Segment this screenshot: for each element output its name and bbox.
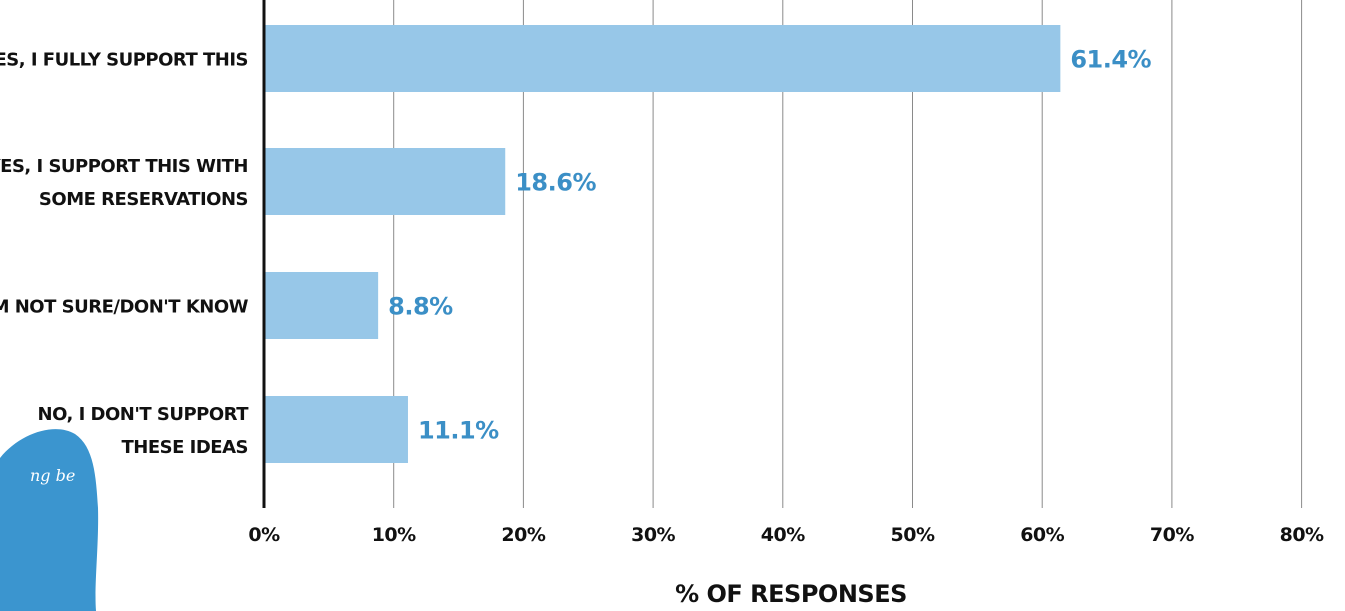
bar-1 bbox=[264, 148, 506, 215]
annotation-blob: ng be bbox=[0, 429, 99, 611]
category-label-0-0: YES, I FULLY SUPPORT THIS bbox=[0, 50, 248, 71]
x-tick-label-30: 30% bbox=[631, 524, 675, 546]
x-tick-label-60: 60% bbox=[1020, 524, 1064, 546]
x-tick-label-0: 0% bbox=[248, 524, 280, 546]
value-label-3: 11.1% bbox=[418, 417, 499, 445]
category-label-1-1: SOME RESERVATIONS bbox=[39, 189, 248, 210]
x-tick-labels: 0% 10% 20% 30% 40% 50% 60% 70% 80% bbox=[248, 524, 1324, 546]
category-label-3-0: NO, I DON'T SUPPORT bbox=[38, 404, 250, 425]
x-tick-label-70: 70% bbox=[1150, 524, 1194, 546]
category-label-3-1: THESE IDEAS bbox=[122, 437, 249, 458]
value-label-2: 8.8% bbox=[388, 293, 453, 321]
value-label-0: 61.4% bbox=[1070, 46, 1151, 74]
bar-0 bbox=[264, 25, 1061, 92]
bars bbox=[264, 25, 1061, 463]
x-tick-label-80: 80% bbox=[1280, 524, 1324, 546]
x-tick-label-20: 20% bbox=[501, 524, 545, 546]
annotation-blob-shape bbox=[0, 429, 99, 611]
x-tick-label-10: 10% bbox=[372, 524, 416, 546]
value-labels: 61.4% 18.6% 8.8% 11.1% bbox=[388, 46, 1152, 445]
x-tick-label-50: 50% bbox=[891, 524, 935, 546]
category-label-2-0: I'M NOT SURE/DON'T KNOW bbox=[0, 297, 249, 318]
category-labels: YES, I FULLY SUPPORT THIS YES, I SUPPORT … bbox=[0, 50, 250, 459]
bar-2 bbox=[264, 272, 379, 339]
category-label-1-0: YES, I SUPPORT THIS WITH bbox=[0, 156, 248, 177]
annotation-blob-text: ng be bbox=[30, 466, 75, 485]
x-tick-label-40: 40% bbox=[761, 524, 805, 546]
x-axis-title: % OF RESPONSES bbox=[675, 580, 907, 608]
value-label-1: 18.6% bbox=[515, 169, 596, 197]
bar-3 bbox=[264, 396, 408, 463]
